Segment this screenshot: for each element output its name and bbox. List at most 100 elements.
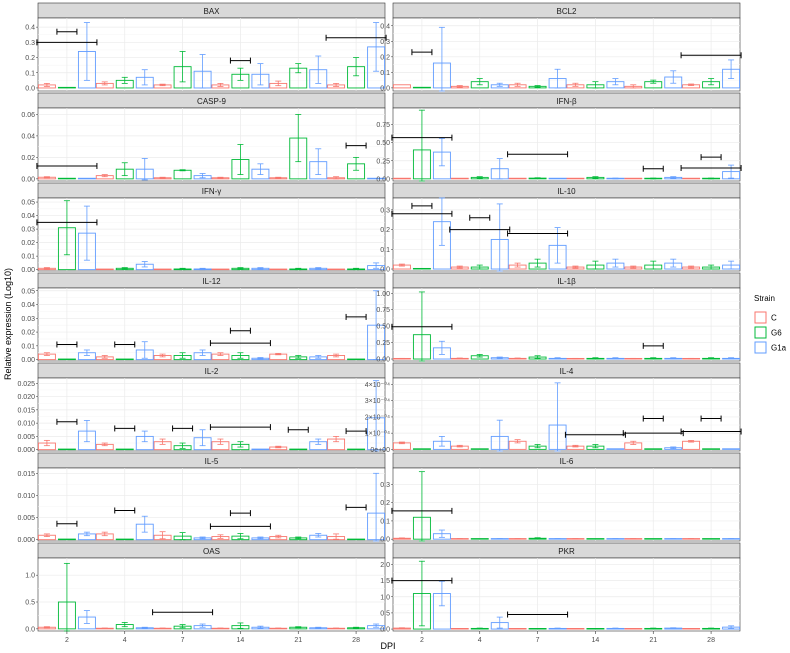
panel-title: IL-5: [205, 457, 219, 466]
bar-G6-2: [57, 177, 76, 180]
x-axis: 2 4 7 14 21 28 2 4 7 14 21 28: [65, 631, 715, 644]
panel-plot-area: [37, 287, 386, 362]
y-tick-label: 0.005: [17, 434, 35, 441]
y-tick-label: 0.1: [380, 70, 390, 77]
y-tick-label: 0.2: [25, 55, 35, 62]
bar-G6-2: [57, 538, 76, 541]
y-tick-label: 0.010: [17, 493, 35, 500]
y-tick-label: 0.1: [25, 70, 35, 77]
y-tick-label: 0.2: [380, 500, 390, 507]
y-tick-label: 0.5: [25, 600, 35, 607]
bar-C-2: [392, 84, 411, 89]
panel-13: PKR 0.0 0.5 1.0 1.5 2.0: [380, 542, 741, 634]
bar-G6-2: [412, 448, 431, 450]
bar-G1a-28: [367, 177, 386, 180]
bar-C-4: [450, 177, 469, 180]
panel-plot-area: [392, 557, 741, 632]
y-tick-label: 0.02: [21, 240, 35, 247]
bar-G6-21: [289, 448, 308, 451]
y-tick-label: 0.0: [25, 626, 35, 633]
bar-G1a-14: [606, 448, 625, 450]
y-tick-label: 0.50: [376, 140, 390, 147]
bar-C-2: [392, 177, 411, 180]
x-tick-label: 2: [420, 637, 424, 644]
bar-G6-14: [586, 538, 605, 540]
y-tick-label: 4×10⁻⁰⁴: [365, 381, 390, 389]
bar-G1a-7: [548, 177, 567, 180]
bar-C-21: [269, 268, 288, 271]
x-axis-title: DPI: [380, 641, 395, 651]
bar-G6-2: [412, 267, 431, 270]
panel-1: BCL2 0.0 0.1 0.2 0.3 0.4: [380, 2, 742, 92]
y-tick-label: 2.0: [380, 562, 390, 569]
y-tick-label: 0.75: [376, 122, 390, 129]
x-tick-label: 21: [649, 637, 657, 644]
y-tick-label: 0.00: [21, 357, 35, 364]
panel-plot-area: [37, 557, 386, 632]
panel-title: IL-6: [560, 457, 574, 466]
y-tick-label: 0.5: [380, 610, 390, 617]
legend-key-C: [754, 311, 767, 324]
y-tick-label: 3×10⁻⁰⁴: [365, 397, 390, 405]
panel-12: OAS 0.0 0.5 1.0: [25, 542, 386, 633]
y-tick-label: 0.05: [21, 288, 35, 295]
x-tick-label: 7: [536, 637, 540, 644]
x-tick-label: 2: [65, 637, 69, 644]
y-tick-label: 0.3: [380, 207, 390, 214]
bar-G1a-28: [722, 448, 741, 450]
y-tick-label: 1.0: [380, 594, 390, 601]
y-tick-label: 0.00: [21, 176, 35, 183]
x-tick-label: 28: [707, 637, 715, 644]
y-tick-label: 0.75: [376, 307, 390, 314]
panel-title: IFN-γ: [202, 187, 222, 196]
y-tick-label: 0.2: [380, 54, 390, 61]
panel-4: IFN-γ 0.00 0.01 0.02 0.03 0.04 0.05: [21, 182, 386, 274]
y-axis-title: Relative expression (Log10): [3, 268, 13, 380]
panel-title: IL-12: [202, 277, 221, 286]
panel-title: OAS: [203, 547, 220, 556]
panel-plot-area: [392, 287, 741, 362]
x-tick-label: 21: [294, 637, 302, 644]
panel-3: IFN-β 0.00 0.25 0.50 0.75: [376, 92, 742, 183]
y-tick-label: 0.3: [25, 40, 35, 47]
panel-11: IL-6 0.0 0.1 0.2 0.3: [380, 452, 741, 544]
bar-C-7: [508, 177, 527, 180]
legend-title: Strain: [754, 294, 775, 303]
bar-C-14: [211, 268, 230, 271]
y-tick-label: 0.4: [380, 23, 390, 30]
panel-title: PKR: [558, 547, 575, 556]
panel-7: IL-1β 0.00 0.25 0.50 0.75 1.00: [376, 272, 741, 364]
x-tick-label: 4: [478, 637, 482, 644]
y-tick-label: 0.01: [21, 343, 35, 350]
bar-G6-2: [57, 448, 76, 451]
bar-G6-4: [470, 538, 489, 540]
legend-label: G6: [771, 329, 782, 338]
y-tick-label: 0.50: [376, 324, 390, 331]
bar-C-28: [327, 268, 346, 271]
y-tick-label: 2×10⁻⁰⁴: [365, 413, 390, 421]
panel-plot-area: [37, 467, 386, 542]
y-tick-label: 0.00: [21, 267, 35, 274]
bar-G6-28: [702, 448, 721, 450]
y-tick-label: 0.0: [380, 85, 390, 92]
y-tick-label: 0.06: [21, 112, 35, 119]
panel-plot-area: [392, 107, 741, 182]
panel-plot-area: [37, 107, 386, 182]
legend-label: C: [771, 314, 777, 323]
bar-G6-4: [470, 448, 489, 450]
y-tick-label: 0.4: [25, 25, 35, 32]
y-tick-label: 0.25: [376, 340, 390, 347]
legend-label: G1a: [771, 344, 787, 353]
bar-G6-2: [57, 358, 76, 361]
panel-title: IL-10: [557, 187, 576, 196]
y-tick-label: 0.025: [17, 381, 35, 388]
x-tick-label: 14: [237, 637, 245, 644]
y-tick-label: 0.0: [380, 267, 390, 274]
bar-G6-4: [115, 538, 134, 541]
panel-title: CASP-9: [197, 97, 226, 106]
panel-8: IL-2 0.000 0.005 0.010 0.015 0.020 0.025: [17, 362, 386, 454]
y-tick-label: 1.5: [380, 578, 390, 585]
bar-C-28: [682, 177, 701, 180]
y-tick-label: 1.00: [376, 291, 390, 298]
bar-G6-4: [115, 358, 134, 361]
